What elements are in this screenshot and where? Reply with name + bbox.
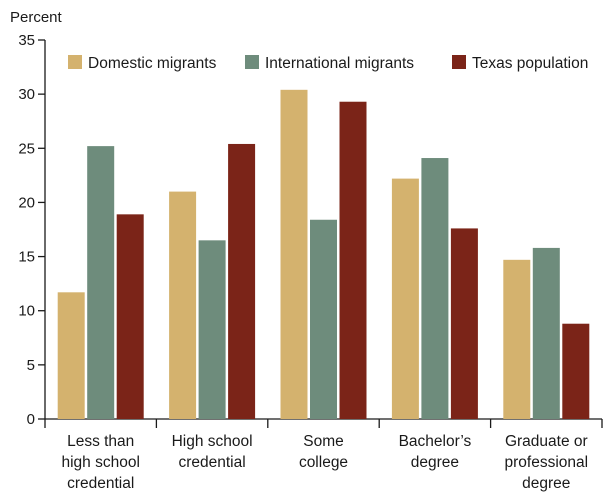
y-tick-label: 10 (18, 303, 35, 320)
legend-label: Domestic migrants (88, 55, 217, 72)
x-category-label: High school credential (172, 433, 253, 471)
bar-international-migrants (532, 247, 560, 419)
legend-label: International migrants (265, 55, 414, 72)
x-category-label-line: degree (411, 454, 459, 471)
y-tick-label: 5 (27, 357, 35, 374)
bar-texas-population (228, 143, 256, 419)
bar-domestic-migrants (169, 191, 197, 419)
bars-group (57, 89, 590, 420)
bar-international-migrants (87, 146, 115, 419)
y-tick-label: 35 (18, 32, 35, 49)
legend-swatch (452, 55, 466, 69)
y-tick-label: 25 (18, 140, 35, 157)
y-tick-label: 20 (18, 194, 35, 211)
x-category-label-line: Graduate or (505, 433, 588, 450)
bar-texas-population (116, 214, 144, 419)
y-axis: 0 5 10 15 20 25 30 35 (18, 32, 46, 428)
bar-texas-population (562, 323, 590, 419)
x-category-label-line: college (299, 454, 348, 471)
y-tick-label: 30 (18, 86, 35, 103)
bar-domestic-migrants (503, 259, 531, 419)
bar-texas-population (339, 101, 367, 420)
legend-swatch (68, 55, 82, 69)
bar-domestic-migrants (391, 178, 419, 419)
x-category-label: Graduate or professional degree (505, 433, 589, 492)
legend-swatch (245, 55, 259, 69)
bar-international-migrants (198, 240, 226, 419)
bar-international-migrants (421, 158, 449, 419)
x-category-label: Bachelor’s degree (399, 433, 472, 471)
legend-label: Texas population (472, 55, 588, 72)
x-category-label-line: Bachelor’s (399, 433, 472, 450)
x-category-label-line: professional (505, 454, 589, 471)
y-axis-unit-label: Percent (10, 9, 63, 26)
bar-domestic-migrants (57, 292, 85, 419)
bar-texas-population (450, 228, 478, 419)
x-category-label: Less than high school credential (61, 433, 139, 492)
y-tick-label: 0 (27, 411, 35, 428)
x-category-label-line: high school (61, 454, 139, 471)
bar-domestic-migrants (280, 89, 308, 419)
x-category-label-line: credential (67, 475, 134, 492)
x-category-label-line: Some (303, 433, 344, 450)
y-tick-label: 15 (18, 249, 35, 266)
x-category-label-line: credential (178, 454, 245, 471)
legend: Domestic migrants International migrants T… (68, 55, 588, 72)
x-category-label: Some college (299, 433, 348, 471)
x-category-label-line: Less than (67, 433, 134, 450)
x-category-label-line: High school (172, 433, 253, 450)
bar-international-migrants (310, 219, 337, 419)
x-category-label-line: degree (522, 475, 570, 492)
